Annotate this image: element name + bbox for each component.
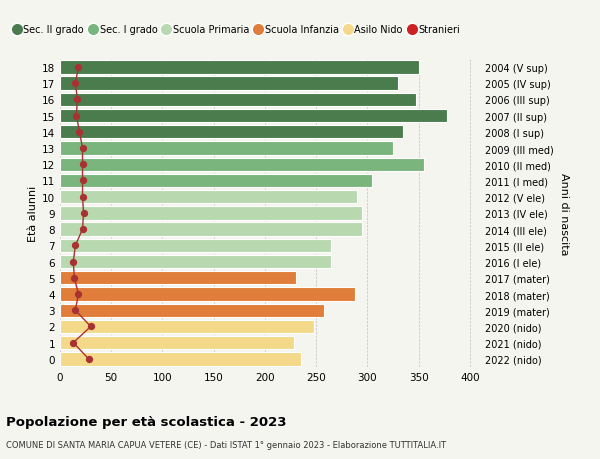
Point xyxy=(74,129,84,136)
Point xyxy=(71,112,81,120)
Point xyxy=(71,307,80,314)
Y-axis label: Età alunni: Età alunni xyxy=(28,185,38,241)
Text: Popolazione per età scolastica - 2023: Popolazione per età scolastica - 2023 xyxy=(6,415,287,428)
Bar xyxy=(60,353,301,366)
Bar xyxy=(60,320,314,333)
Bar xyxy=(60,207,362,220)
Bar xyxy=(60,174,373,188)
Bar xyxy=(60,336,293,350)
Bar xyxy=(60,255,331,269)
Bar xyxy=(60,239,331,252)
Bar xyxy=(60,190,357,204)
Bar xyxy=(60,110,447,123)
Bar xyxy=(60,142,393,155)
Point xyxy=(74,291,83,298)
Point xyxy=(73,96,82,104)
Bar xyxy=(60,94,416,107)
Point xyxy=(68,258,78,266)
Legend: Sec. II grado, Sec. I grado, Scuola Primaria, Scuola Infanzia, Asilo Nido, Stran: Sec. II grado, Sec. I grado, Scuola Prim… xyxy=(9,22,464,39)
Bar xyxy=(60,77,398,90)
Point xyxy=(71,242,80,250)
Point xyxy=(74,64,83,72)
Text: COMUNE DI SANTA MARIA CAPUA VETERE (CE) - Dati ISTAT 1° gennaio 2023 - Elaborazi: COMUNE DI SANTA MARIA CAPUA VETERE (CE) … xyxy=(6,440,446,449)
Point xyxy=(70,274,79,282)
Bar xyxy=(60,223,362,236)
Point xyxy=(71,80,80,88)
Point xyxy=(68,339,78,347)
Bar xyxy=(60,126,403,139)
Point xyxy=(78,145,88,152)
Bar xyxy=(60,61,419,74)
Point xyxy=(78,177,88,185)
Point xyxy=(79,210,88,217)
Point xyxy=(78,194,88,201)
Point xyxy=(84,355,94,363)
Bar xyxy=(60,304,324,317)
Bar xyxy=(60,158,424,172)
Point xyxy=(86,323,95,330)
Bar xyxy=(60,272,296,285)
Point xyxy=(78,161,88,168)
Y-axis label: Anni di nascita: Anni di nascita xyxy=(559,172,569,255)
Bar xyxy=(60,288,355,301)
Point xyxy=(78,226,88,233)
